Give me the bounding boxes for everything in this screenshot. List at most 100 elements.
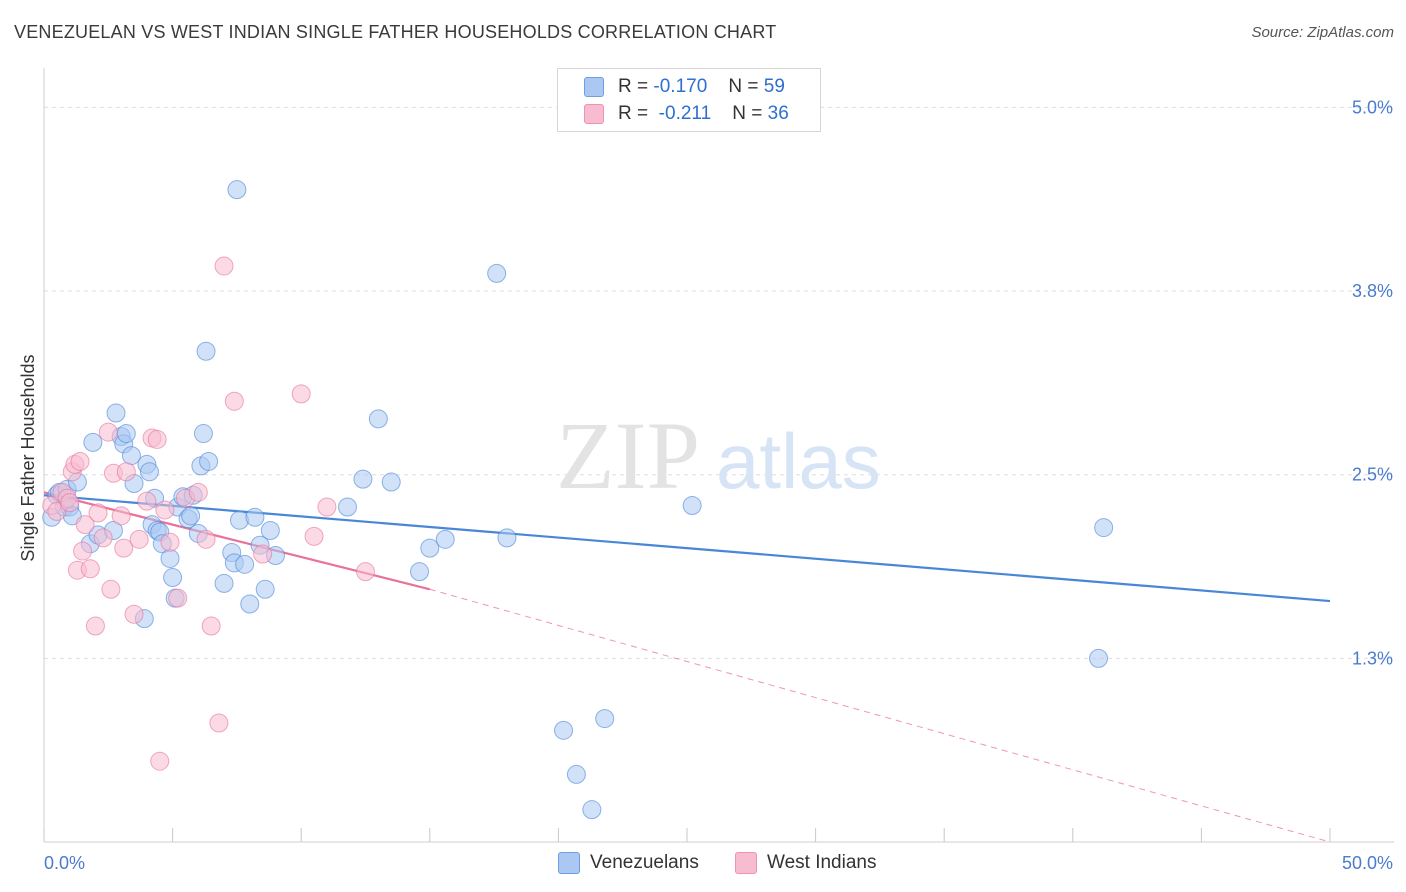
point-west-indians — [214, 256, 234, 276]
point-west-indians — [124, 604, 144, 624]
point-west-indians — [196, 529, 216, 549]
point-venezuelans — [235, 554, 255, 574]
point-venezuelans — [497, 528, 517, 548]
point-venezuelans — [163, 568, 183, 588]
y-tick-label: 5.0% — [1352, 97, 1393, 117]
point-west-indians — [356, 562, 375, 582]
bottom-legend-label: West Indians — [767, 852, 877, 873]
point-west-indians — [75, 515, 95, 535]
point-venezuelans — [337, 497, 357, 517]
axes — [43, 68, 1394, 843]
bottom-legend-label: Venezuelans — [590, 852, 699, 873]
point-west-indians — [317, 497, 337, 517]
point-west-indians — [291, 384, 311, 404]
point-west-indians — [73, 541, 93, 561]
x-tick-label: 50.0% — [1342, 853, 1393, 873]
point-venezuelans — [410, 562, 430, 582]
point-venezuelans — [227, 180, 247, 200]
point-venezuelans — [106, 403, 126, 423]
point-west-indians — [160, 532, 180, 552]
point-west-indians — [209, 713, 229, 733]
point-west-indians — [253, 544, 273, 564]
legend-r-label: R = — [618, 103, 649, 124]
point-west-indians — [88, 503, 108, 523]
point-venezuelans — [1094, 518, 1114, 538]
point-venezuelans — [139, 462, 159, 482]
legend-n-value: 59 — [763, 76, 785, 97]
point-venezuelans — [1089, 648, 1109, 668]
point-venezuelans — [196, 341, 216, 361]
watermark: ZIP atlas — [556, 402, 881, 509]
point-west-indians — [147, 429, 167, 449]
gridlines — [44, 106, 1394, 659]
point-west-indians — [304, 526, 324, 546]
legend-r-value: -0.170 — [653, 76, 708, 97]
point-venezuelans — [487, 263, 507, 283]
point-venezuelans — [240, 594, 260, 614]
point-venezuelans — [260, 521, 280, 541]
point-west-indians — [93, 528, 113, 548]
legend-n-value: 36 — [767, 103, 789, 124]
bottom-legend-venezuelans: Venezuelans — [558, 852, 699, 874]
x-tick-label: 0.0% — [44, 853, 85, 873]
point-venezuelans — [193, 424, 213, 444]
point-venezuelans — [368, 409, 388, 429]
watermark-atlas: atlas — [716, 417, 881, 505]
legend-row-west-indians: R = -0.211 N = 36 — [584, 101, 789, 127]
legend-r-label: R = — [618, 76, 649, 97]
watermark-zip: ZIP — [556, 402, 700, 509]
point-venezuelans — [116, 424, 136, 444]
point-venezuelans — [595, 709, 615, 729]
point-venezuelans — [181, 506, 201, 526]
data-points — [42, 180, 1114, 820]
legend-n-label: N = — [732, 103, 763, 124]
legend-row-venezuelans: R = -0.170 N = 59 — [584, 74, 785, 100]
point-west-indians — [129, 529, 149, 549]
point-venezuelans — [199, 451, 219, 471]
point-venezuelans — [582, 800, 602, 820]
point-west-indians — [98, 422, 118, 442]
point-west-indians — [70, 451, 90, 471]
legend-n-label: N = — [728, 76, 759, 97]
y-tick-labels: 1.3% 2.5% 3.8% 5.0% — [1352, 97, 1393, 668]
bottom-legend-west-indians: West Indians — [735, 852, 876, 874]
point-west-indians — [101, 579, 121, 599]
trend-extension-west-indians — [429, 588, 1331, 843]
point-venezuelans — [160, 548, 180, 568]
point-venezuelans — [255, 579, 275, 599]
point-west-indians — [60, 493, 80, 513]
point-venezuelans — [381, 472, 401, 492]
point-west-indians — [224, 391, 244, 411]
point-venezuelans — [554, 720, 574, 740]
legend-swatch-west-indians — [584, 104, 604, 124]
y-tick-label: 3.8% — [1352, 281, 1393, 301]
point-venezuelans — [245, 507, 265, 527]
point-west-indians — [155, 500, 175, 520]
point-west-indians — [85, 616, 105, 636]
point-venezuelans — [420, 538, 440, 558]
point-venezuelans — [214, 573, 234, 593]
swatch-west-indians — [735, 852, 757, 874]
x-tick-labels: 0.0% 50.0% — [44, 853, 1393, 873]
chart-title: VENEZUELAN VS WEST INDIAN SINGLE FATHER … — [14, 22, 777, 42]
point-west-indians — [116, 462, 136, 482]
swatch-venezuelans — [558, 852, 580, 874]
point-west-indians — [201, 616, 221, 636]
point-venezuelans — [566, 764, 586, 784]
point-west-indians — [168, 588, 188, 608]
point-venezuelans — [682, 496, 702, 516]
correlation-legend: R = -0.170 N = 59 R = -0.211 N = 36 — [557, 68, 821, 132]
source-label: Source: ZipAtlas.com — [1251, 24, 1394, 41]
y-tick-label: 1.3% — [1352, 648, 1393, 668]
legend-r-value: -0.211 — [658, 103, 712, 124]
point-west-indians — [114, 538, 134, 558]
point-venezuelans — [435, 529, 455, 549]
point-west-indians — [188, 482, 208, 502]
legend-swatch-venezuelans — [584, 77, 604, 97]
point-west-indians — [111, 506, 131, 526]
point-west-indians — [80, 559, 100, 579]
point-west-indians — [150, 751, 170, 771]
y-tick-label: 2.5% — [1352, 465, 1393, 485]
point-venezuelans — [353, 469, 373, 489]
